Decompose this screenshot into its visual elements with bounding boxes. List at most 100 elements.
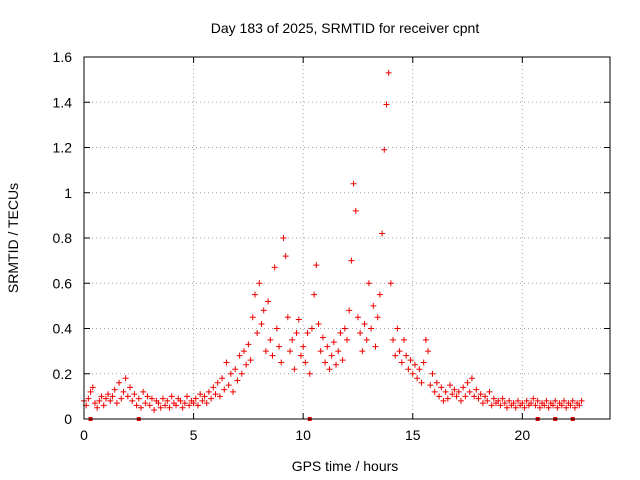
data-point [135, 395, 142, 402]
data-point [236, 352, 243, 359]
data-point [374, 314, 381, 321]
data-point [473, 386, 480, 393]
data-point [490, 395, 497, 402]
data-point [554, 404, 561, 411]
data-point [177, 397, 184, 404]
data-point [569, 397, 576, 404]
data-point [534, 397, 541, 404]
data-point [184, 393, 191, 400]
x-tick-label: 20 [515, 427, 531, 443]
data-point [563, 404, 570, 411]
data-point [124, 393, 131, 400]
data-point [372, 343, 379, 350]
data-point [94, 404, 101, 411]
data-point [442, 388, 449, 395]
data-point [418, 379, 425, 386]
y-tick-label: 0.2 [53, 366, 73, 382]
data-point [105, 391, 112, 398]
data-point [212, 391, 219, 398]
data-point [258, 320, 265, 327]
data-point [181, 400, 188, 407]
data-point [271, 264, 278, 271]
data-point [545, 404, 552, 411]
y-tick-label: 0.4 [53, 321, 73, 337]
data-point [199, 397, 206, 404]
data-point [122, 375, 129, 382]
data-point [280, 235, 287, 241]
data-point [304, 330, 311, 337]
data-point [133, 402, 140, 409]
data-point [324, 343, 331, 350]
data-point [267, 336, 274, 343]
data-point [541, 402, 548, 409]
data-point [295, 316, 302, 323]
data-point [390, 336, 397, 343]
data-point [468, 375, 475, 382]
x-tick-label: 0 [80, 427, 88, 443]
data-point [354, 314, 361, 321]
data-point [383, 101, 390, 108]
y-tick-label: 1.2 [53, 140, 73, 156]
y-axis-label: SRMTID / TECUs [5, 183, 21, 293]
data-point [131, 391, 138, 398]
data-point [203, 400, 210, 407]
data-point [464, 379, 471, 386]
y-tick-label: 0.6 [53, 275, 73, 291]
data-point [425, 348, 432, 355]
data-point [109, 393, 116, 400]
data-point [140, 388, 147, 395]
data-point [436, 393, 443, 400]
data-point [479, 400, 486, 407]
data-point [89, 384, 96, 391]
data-point [276, 343, 283, 350]
data-point [449, 391, 456, 398]
data-point [164, 397, 171, 404]
data-point [350, 180, 357, 187]
data-point [225, 382, 232, 389]
x-tick-label: 5 [190, 427, 198, 443]
data-point [365, 280, 372, 287]
data-point [317, 348, 324, 355]
data-point [457, 397, 464, 404]
data-point [528, 400, 535, 407]
data-point [291, 366, 298, 373]
data-point [385, 69, 392, 76]
data-point [506, 397, 513, 404]
data-point [357, 330, 364, 337]
data-point [462, 393, 469, 400]
x-axis-label: GPS time / hours [292, 458, 399, 474]
data-point [328, 352, 335, 359]
data-point [221, 386, 228, 393]
data-point [159, 395, 166, 402]
data-point [471, 393, 478, 400]
y-tick-label: 0.8 [53, 230, 73, 246]
data-point [550, 402, 557, 409]
data-point [455, 388, 462, 395]
data-point [205, 388, 212, 395]
data-point [344, 336, 350, 343]
data-point [429, 370, 436, 377]
data-point [394, 325, 401, 332]
data-point [451, 386, 458, 393]
data-point [499, 395, 506, 402]
data-point [179, 404, 186, 411]
data-point [96, 397, 103, 404]
data-point [519, 400, 526, 407]
data-point [265, 298, 272, 305]
data-point [232, 366, 239, 373]
data-point [247, 357, 254, 364]
data-point [359, 348, 366, 355]
data-point [173, 402, 180, 409]
data-point [398, 359, 405, 366]
data-point [322, 359, 329, 366]
data-point [416, 366, 423, 373]
data-point [460, 384, 467, 391]
data-point [102, 395, 109, 402]
data-point [488, 402, 495, 409]
data-point [319, 334, 326, 341]
plot-frame [83, 56, 611, 420]
data-point [111, 386, 118, 393]
data-point [144, 393, 151, 400]
data-point [278, 359, 285, 366]
